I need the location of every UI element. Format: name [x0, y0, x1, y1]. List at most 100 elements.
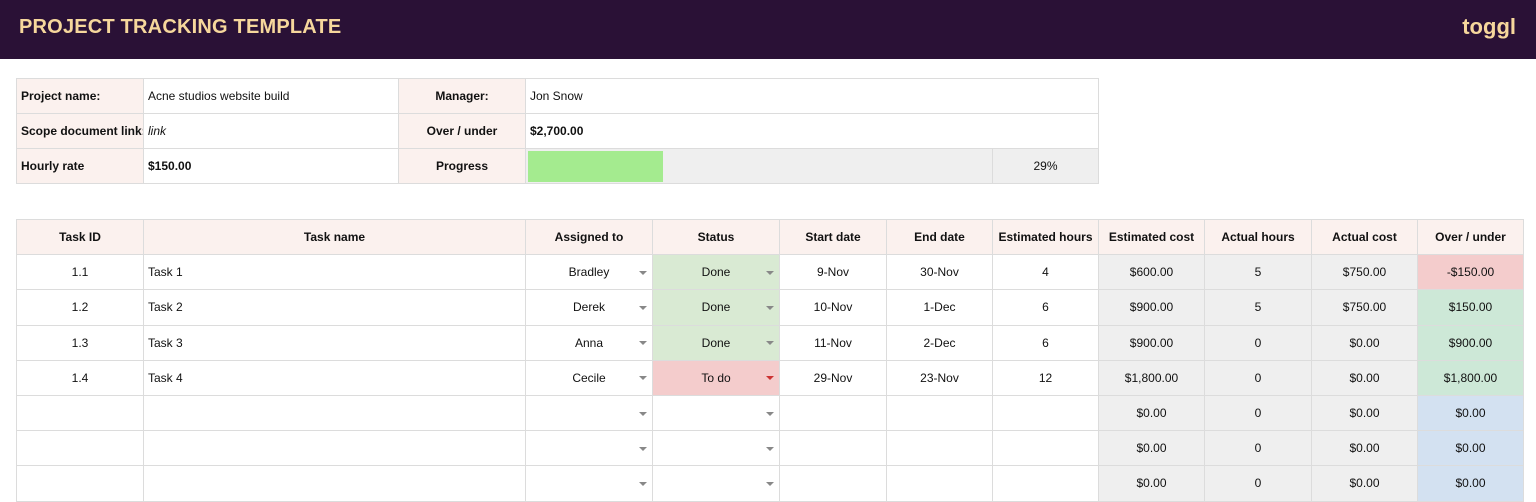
- task-cell: 12: [992, 359, 1099, 396]
- task-cell: $0.00: [1417, 395, 1524, 432]
- progress-text: 29%: [992, 148, 1099, 184]
- task-cell: [16, 465, 144, 502]
- task-cell: 10-Nov: [779, 289, 887, 326]
- summary-label: Scope document link:: [16, 113, 144, 149]
- task-cell: [652, 395, 780, 432]
- column-header: Task ID: [16, 219, 144, 256]
- task-cell: $0.00: [1311, 324, 1418, 361]
- task-cell: 30-Nov: [886, 254, 993, 291]
- task-cell: [525, 465, 653, 502]
- task-cell: Derek: [525, 289, 653, 326]
- task-cell: $0.00: [1311, 465, 1418, 502]
- task-cell: 6: [992, 324, 1099, 361]
- summary-value: Jon Snow: [525, 78, 1099, 114]
- task-cell: $900.00: [1098, 324, 1205, 361]
- task-cell: [652, 465, 780, 502]
- task-cell: $750.00: [1311, 289, 1418, 326]
- task-cell: $0.00: [1311, 430, 1418, 467]
- task-cell: 1.1: [16, 254, 144, 291]
- dropdown-arrow[interactable]: [639, 446, 647, 451]
- dropdown-arrow[interactable]: [766, 481, 774, 486]
- summary-value: $2,700.00: [525, 113, 1099, 149]
- summary-label: Project name:: [16, 78, 144, 114]
- task-cell: $750.00: [1311, 254, 1418, 291]
- task-cell: $600.00: [1098, 254, 1205, 291]
- task-cell: $0.00: [1311, 395, 1418, 432]
- dropdown-arrow[interactable]: [639, 270, 647, 275]
- column-header: Task name: [143, 219, 526, 256]
- task-cell: -$150.00: [1417, 254, 1524, 291]
- dropdown-arrow[interactable]: [639, 376, 647, 381]
- dropdown-arrow[interactable]: [639, 481, 647, 486]
- task-cell: Done: [652, 324, 780, 361]
- column-header: Assigned to: [525, 219, 653, 256]
- task-cell: [143, 465, 526, 502]
- task-cell: 0: [1204, 395, 1312, 432]
- task-cell: Cecile: [525, 359, 653, 396]
- task-cell: 1.2: [16, 289, 144, 326]
- task-cell: 23-Nov: [886, 359, 993, 396]
- task-cell: $1,800.00: [1417, 359, 1524, 396]
- task-cell: 1.4: [16, 359, 144, 396]
- task-cell: 5: [1204, 254, 1312, 291]
- summary-label: Progress: [398, 148, 526, 184]
- task-cell: To do: [652, 359, 780, 396]
- column-header: Over / under: [1417, 219, 1524, 256]
- summary-label: Over / under: [398, 113, 526, 149]
- task-cell: [652, 430, 780, 467]
- task-cell: Bradley: [525, 254, 653, 291]
- summary-value: $150.00: [143, 148, 399, 184]
- dropdown-arrow[interactable]: [639, 341, 647, 346]
- task-cell: Task 4: [143, 359, 526, 396]
- progress-bar: [528, 151, 664, 182]
- task-cell: [992, 430, 1099, 467]
- task-cell: $0.00: [1417, 465, 1524, 502]
- task-cell: Anna: [525, 324, 653, 361]
- column-header: End date: [886, 219, 993, 256]
- task-cell: 2-Dec: [886, 324, 993, 361]
- task-cell: [143, 395, 526, 432]
- summary-value: link: [143, 113, 399, 149]
- task-cell: 11-Nov: [779, 324, 887, 361]
- task-cell: [886, 465, 993, 502]
- column-header: Actual cost: [1311, 219, 1418, 256]
- task-cell: $1,800.00: [1098, 359, 1205, 396]
- column-header: Status: [652, 219, 780, 256]
- task-cell: Task 2: [143, 289, 526, 326]
- task-cell: [143, 430, 526, 467]
- task-cell: [886, 395, 993, 432]
- dropdown-arrow[interactable]: [766, 411, 774, 416]
- dropdown-arrow[interactable]: [766, 446, 774, 451]
- summary-value: Acne studios website build: [143, 78, 399, 114]
- task-cell: [16, 395, 144, 432]
- task-cell: Task 1: [143, 254, 526, 291]
- task-cell: [886, 430, 993, 467]
- task-cell: 6: [992, 289, 1099, 326]
- dropdown-arrow[interactable]: [766, 341, 774, 346]
- progress-track: [525, 148, 993, 184]
- task-cell: Done: [652, 289, 780, 326]
- task-cell: $900.00: [1417, 324, 1524, 361]
- dropdown-arrow[interactable]: [639, 411, 647, 416]
- task-cell: 0: [1204, 465, 1312, 502]
- dropdown-arrow[interactable]: [766, 270, 774, 275]
- column-header: Start date: [779, 219, 887, 256]
- task-cell: $0.00: [1098, 465, 1205, 502]
- task-cell: $0.00: [1417, 430, 1524, 467]
- logo: toggl: [1462, 14, 1516, 39]
- task-cell: [779, 395, 887, 432]
- task-cell: $150.00: [1417, 289, 1524, 326]
- task-cell: [992, 465, 1099, 502]
- task-cell: 1-Dec: [886, 289, 993, 326]
- task-cell: Done: [652, 254, 780, 291]
- task-cell: 4: [992, 254, 1099, 291]
- dropdown-arrow[interactable]: [766, 305, 774, 310]
- column-header: Actual hours: [1204, 219, 1312, 256]
- task-cell: [16, 430, 144, 467]
- page-title: PROJECT TRACKING TEMPLATE: [19, 16, 342, 38]
- dropdown-arrow[interactable]: [639, 305, 647, 310]
- task-cell: 29-Nov: [779, 359, 887, 396]
- dropdown-arrow[interactable]: [766, 376, 774, 381]
- task-cell: [779, 465, 887, 502]
